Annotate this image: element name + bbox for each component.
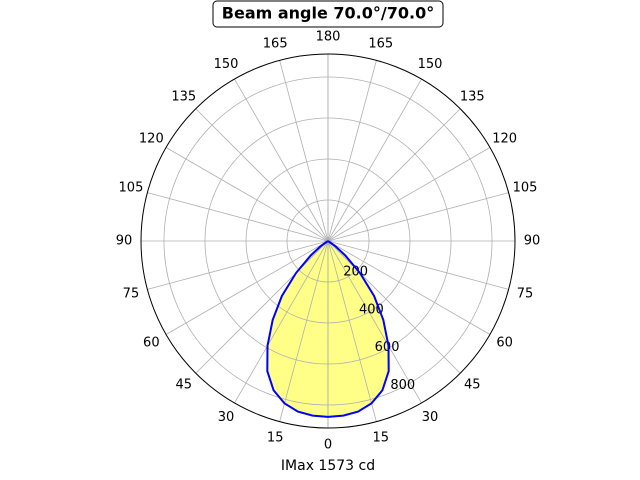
grid-spoke <box>327 192 509 242</box>
grid-spoke <box>327 108 461 242</box>
theta-tick-label: 150 <box>214 57 239 72</box>
theta-tick-label: 90 <box>524 234 541 249</box>
theta-tick-label: 45 <box>464 378 481 393</box>
theta-tick-label: 120 <box>139 132 164 147</box>
theta-tick-label: 165 <box>263 36 288 51</box>
chart-title: Beam angle 70.0°/70.0° <box>222 4 434 23</box>
grid-spoke <box>234 78 329 242</box>
grid-spoke <box>279 240 329 422</box>
theta-tick-label: 30 <box>218 410 235 425</box>
theta-tick-label: 75 <box>123 286 140 301</box>
grid-spoke <box>165 240 329 335</box>
theta-tick-label: 165 <box>368 36 393 51</box>
theta-tick-label: 120 <box>492 132 517 147</box>
grid-spoke <box>234 240 329 404</box>
theta-tick-label: 60 <box>143 336 160 351</box>
theta-tick-label: 15 <box>373 431 390 446</box>
grid-spoke <box>147 192 329 242</box>
theta-tick-label: 30 <box>422 410 439 425</box>
area <box>267 241 328 417</box>
grid-spoke <box>327 147 491 242</box>
grid-spoke <box>327 240 422 404</box>
grid-spoke <box>195 240 329 374</box>
r-tick-label: 600 <box>375 340 400 355</box>
theta-tick-label: 90 <box>116 234 133 249</box>
area <box>328 241 389 417</box>
theta-tick-label: 75 <box>517 286 534 301</box>
grid-spoke <box>327 60 377 242</box>
grid-spoke <box>327 240 377 422</box>
title-box <box>212 0 444 28</box>
theta-tick-label: 60 <box>496 336 513 351</box>
grid-spoke <box>165 147 329 242</box>
grid-spoke <box>327 240 461 374</box>
theta-tick-label: 135 <box>171 89 196 104</box>
grid-spoke <box>195 108 329 242</box>
theta-tick-label: 135 <box>460 89 485 104</box>
theta-tick-label: 45 <box>175 378 192 393</box>
grid-spoke <box>327 240 509 290</box>
curve <box>266 240 329 418</box>
curve <box>327 240 390 418</box>
polar-frame <box>140 53 516 429</box>
theta-tick-label: 180 <box>316 30 341 45</box>
theta-tick-label: 150 <box>418 57 443 72</box>
theta-tick-label: 105 <box>513 181 538 196</box>
theta-tick-label: 15 <box>267 431 284 446</box>
theta-tick-label: 0 <box>324 438 332 453</box>
grid-spoke <box>327 240 491 335</box>
r-tick-label: 800 <box>390 378 415 393</box>
x-axis-label: IMax 1573 cd <box>281 458 375 474</box>
theta-tick-label: 105 <box>119 181 144 196</box>
grid-spoke <box>147 240 329 290</box>
grid-spoke <box>327 78 422 242</box>
grid-spoke <box>279 60 329 242</box>
